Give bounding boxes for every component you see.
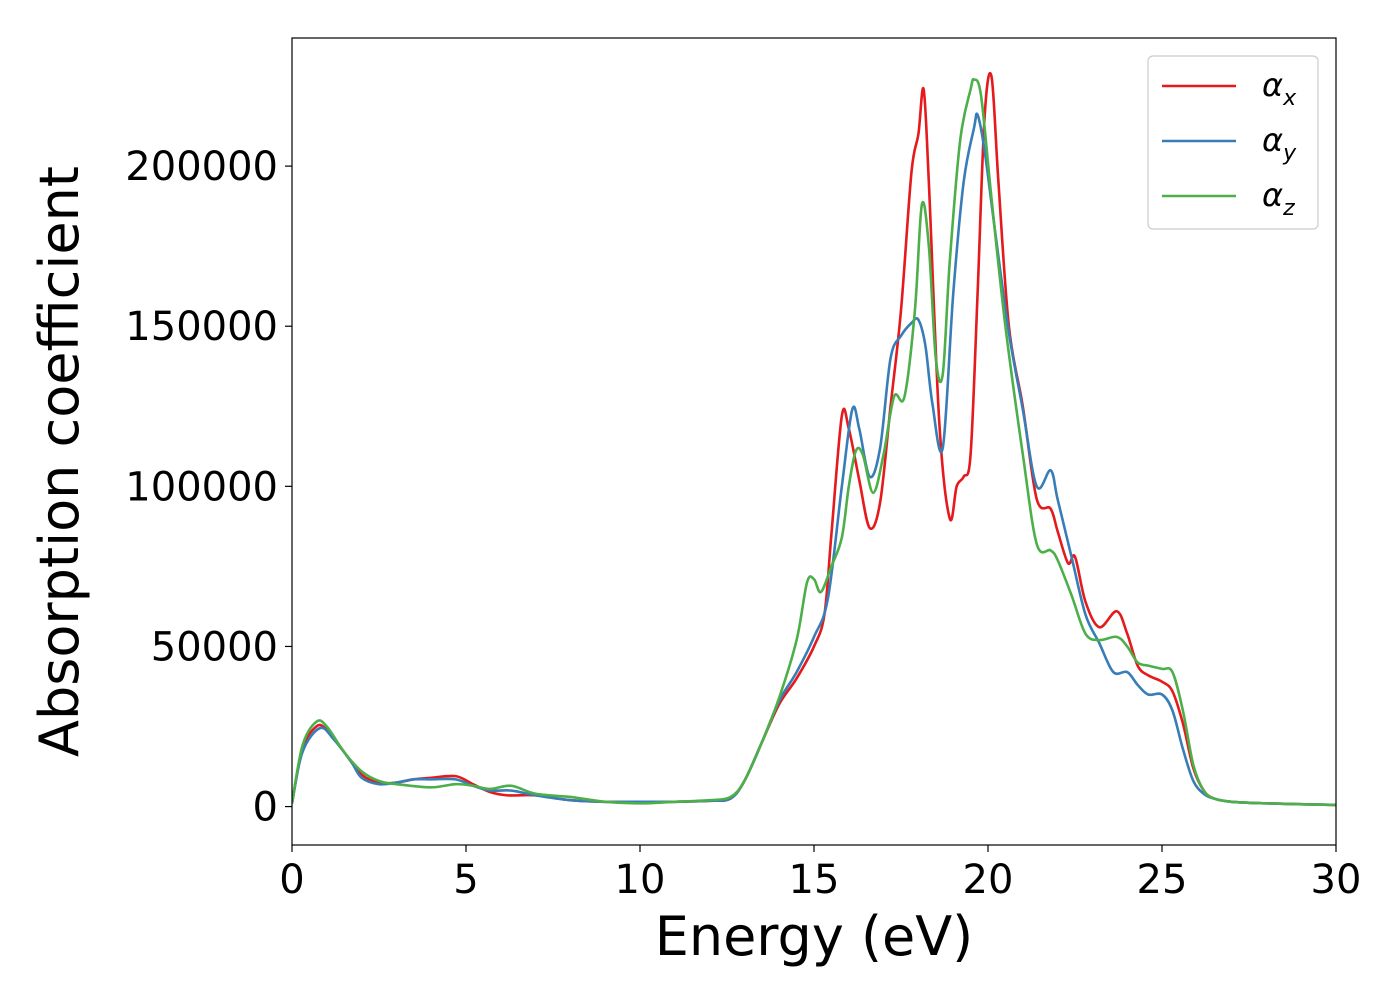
y-tick-label: 0: [253, 785, 278, 831]
x-tick-label: 25: [1137, 857, 1188, 903]
legend-box: [1147, 55, 1319, 230]
series-line-x: [292, 72, 1336, 807]
y-tick-label: 50000: [151, 624, 278, 670]
x-tick-label: 20: [963, 857, 1014, 903]
legend: αx αy αz: [1147, 55, 1319, 230]
x-axis-title: Energy (eV): [655, 905, 974, 968]
y-axis-title: Absorption coefficient: [28, 166, 91, 757]
x-tick-label: 10: [615, 857, 666, 903]
x-tick-label: 0: [279, 857, 304, 903]
legend-entry-x: αx: [1162, 66, 1297, 111]
y-tick-label: 100000: [125, 464, 278, 510]
y-tick-label: 200000: [125, 144, 278, 190]
legend-label: αx: [1262, 66, 1297, 111]
axis-ticks: 0 5 10 15 20 25 30 0 50000 100000 150000 200000: [125, 144, 1361, 903]
legend-entry-z: αz: [1162, 176, 1295, 221]
x-tick-label: 30: [1311, 857, 1362, 903]
legend-label: αy: [1262, 121, 1297, 166]
x-tick-label: 5: [453, 857, 478, 903]
x-tick-label: 15: [789, 857, 840, 903]
legend-entry-y: αy: [1162, 121, 1297, 166]
series-lines: [292, 72, 1336, 807]
legend-label: αz: [1262, 176, 1295, 221]
series-line-z: [292, 77, 1336, 807]
y-tick-label: 150000: [125, 304, 278, 350]
